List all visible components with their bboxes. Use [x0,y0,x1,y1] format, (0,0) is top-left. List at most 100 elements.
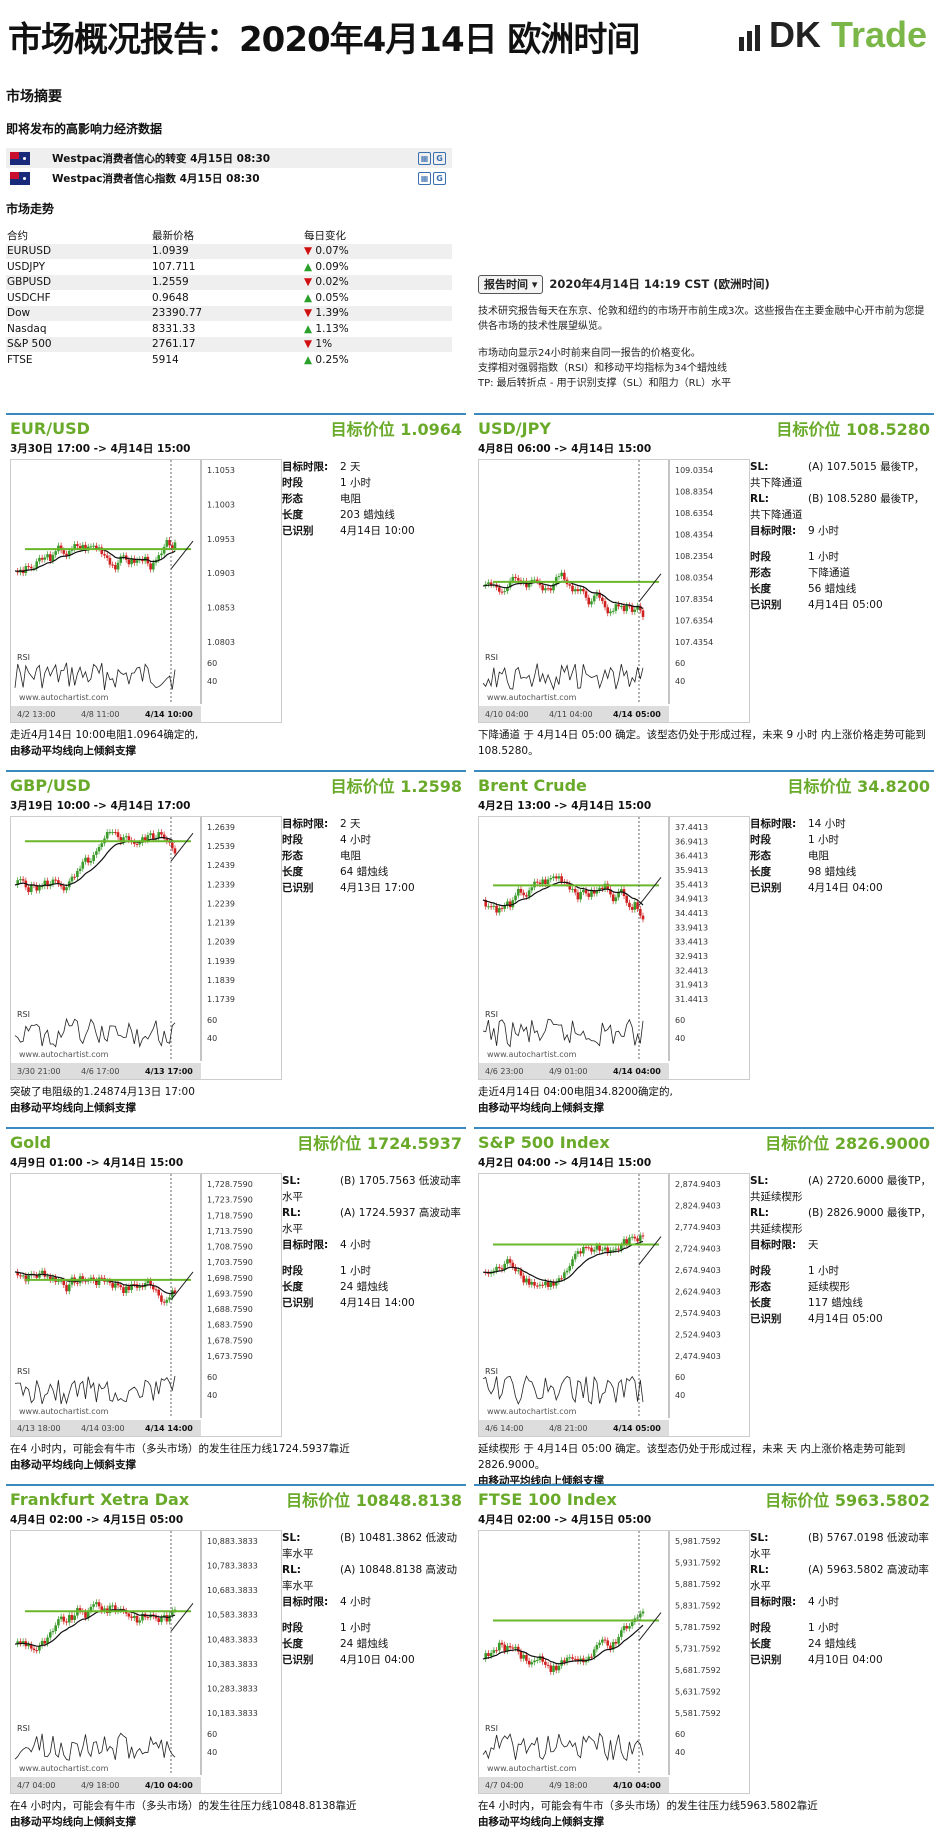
price-chart[interactable]: 1.2639 1.2539 1.2439 1.2339 1.2239 1.2139 1.20… [10,816,282,1080]
event-text: Westpac消费者信心指数 4月15日 08:30 [52,172,260,185]
y-tick-label: 1.2139 [207,919,235,928]
dk-trade-logo[interactable]: DK Trade [738,14,927,56]
google-calendar-icon[interactable]: G [433,171,446,185]
instrument-name[interactable]: Gold [10,1132,52,1152]
rsi-tick-label: 60 [675,1730,685,1739]
forecast-arrow [638,1236,662,1265]
rsi-tick-label: 60 [207,1730,217,1739]
info-line: 时段 1 小时 [750,1622,840,1634]
instrument-name[interactable]: GBP/USD [10,775,91,795]
rsi-line [14,662,176,690]
y-tick-label: 10,583.3833 [207,1611,258,1620]
panel-summary: 在4 小时内，可能会有牛市（多头市场）的发生往压力线5963.5802靠近 由移动… [478,1800,818,1828]
chart-svg: 1,728.7590 1,723.7590 1,718.7590 1,713.7590… [11,1174,253,1436]
x-tick-label: 4/14 05:00 [613,710,661,719]
y-tick-label: 2,674.9403 [675,1266,721,1275]
x-axis-band [479,1420,669,1436]
y-tick-label: 1,693.7590 [207,1289,253,1298]
price-chart[interactable]: 1,728.7590 1,723.7590 1,718.7590 1,713.7590… [10,1173,282,1437]
up-arrow-icon: ▲ [304,322,313,335]
y-tick-label: 1.0903 [207,569,235,578]
x-tick-label: 4/11 04:00 [549,710,593,719]
y-tick-label: 37.4413 [675,823,708,832]
x-tick-label: 4/6 14:00 [485,1424,523,1433]
col-contract: 合约 [7,230,28,243]
rsi-tick-label: 40 [675,1034,685,1043]
rsi-tick-label: 40 [207,1748,217,1757]
report-desc-4: TP: 最后转折点 - 用于识别支撑（SL）和阻力（RL）水平 [478,378,732,389]
instrument-name[interactable]: S&P 500 Index [478,1132,610,1152]
price-chart[interactable]: 109.0354 108.8354 108.6354 108.4354 108.2354… [478,459,750,723]
y-tick-label: 5,981.7592 [675,1537,721,1546]
instrument-panel: EUR/USD 目标价位 1.0964 3月30日 17:00 -> 4月14日 1… [6,413,466,773]
google-calendar-icon[interactable]: G [433,151,446,165]
instrument-panel: Frankfurt Xetra Dax 目标价位 10848.8138 4月4日 0… [6,1484,466,1844]
target-price: 目标价位 1.2598 [330,777,462,796]
down-arrow-icon: ▼ [304,338,313,351]
instrument-name[interactable]: Brent Crude [478,775,587,795]
y-tick-label: 31.4413 [675,995,708,1004]
report-desc-1: 技术研究报告每天在东京、伦敦和纽约的市场开市前生成3次。这些报告在主要金融中心开… [478,306,925,332]
down-arrow-icon: ▼ [304,307,313,320]
forecast-arrow [170,1602,194,1632]
rsi-line [482,1732,644,1762]
forecast-arrow [638,877,662,906]
x-tick-label: 4/6 17:00 [81,1067,119,1076]
rsi-line [14,1732,176,1761]
rsi-label: RSI [485,1367,498,1376]
y-tick-label: 108.4354 [675,531,713,540]
y-tick-label: 1,723.7590 [207,1196,253,1205]
rsi-tick-label: 60 [675,1016,685,1025]
panel-summary: 走近4月14日 10:00电阻1.0964确定的, 由移动平均线向上倾斜支撑 [10,729,199,757]
y-tick-label: 1.2539 [207,842,235,851]
calendar-icon[interactable]: ▦ [418,151,431,165]
y-tick-label: 1.1739 [207,995,235,1004]
info-line: SL: (B) 1705.7563 低波动率水平 [282,1175,461,1203]
x-tick-label: 4/8 11:00 [81,710,119,719]
y-tick-label: 5,581.7592 [675,1709,721,1718]
info-line: 已识别 4月14日 10:00 [282,525,415,537]
instrument-name[interactable]: Frankfurt Xetra Dax [10,1489,190,1509]
y-tick-label: 10,183.3833 [207,1709,258,1718]
date-range: 4月9日 01:00 -> 4月14日 15:00 [10,1157,184,1169]
forecast-arrow [170,832,194,862]
y-tick-label: 36.4413 [675,852,708,861]
panel-summary: 突破了电阻级的1.24874月13日 17:00 由移动平均线向上倾斜支撑 [10,1086,195,1114]
instrument-name[interactable]: USD/JPY [478,418,551,438]
y-tick-label: 5,731.7592 [675,1645,721,1654]
daily-change: ▲ 0.25% [304,353,349,366]
y-tick-label: 32.4413 [675,966,708,975]
rsi-line [482,1375,644,1405]
price-chart[interactable]: 2,874.9403 2,824.9403 2,774.9403 2,724.9403… [478,1173,750,1437]
daily-change: ▲ 1.13% [304,322,349,335]
y-tick-label: 10,383.3833 [207,1660,258,1669]
y-tick-label: 5,931.7592 [675,1559,721,1568]
market-row: USDJPY 107.711 ▲ 0.09% [6,259,452,275]
instrument-name[interactable]: EUR/USD [10,418,90,438]
instrument-panel: Brent Crude 目标价位 34.8200 4月2日 13:00 -> 4月1… [474,770,934,1130]
price-chart[interactable]: 1.1053 1.1003 1.0953 1.0903 1.0853 1.0803 RSI 6… [10,459,282,723]
y-tick-label: 1.0803 [207,638,235,647]
rsi-label: RSI [17,1724,30,1733]
moving-average-line [14,836,176,887]
instrument-name[interactable]: FTSE 100 Index [478,1489,617,1509]
calendar-icon[interactable]: ▦ [418,171,431,185]
price-chart[interactable]: 37.4413 36.9413 36.4413 35.9413 35.4413 34.94… [478,816,750,1080]
y-tick-label: 1.1939 [207,957,235,966]
x-tick-label: 4/9 18:00 [549,1781,587,1790]
last-price: 2761.17 [152,338,196,351]
price-chart[interactable]: 10,883.3833 10,783.3833 10,683.3833 10,583.… [10,1530,282,1794]
rsi-line [482,663,644,691]
y-tick-label: 1,708.7590 [207,1243,253,1252]
info-line: 时段 1 小时 [282,1265,372,1277]
y-tick-label: 32.9413 [675,952,708,961]
panel-summary: 下降通道 于 4月14日 05:00 确定。该型态仍处于形成过程，未来 9 小时… [478,729,926,757]
down-arrow-icon: ▼ [304,245,313,258]
report-time-dropdown[interactable]: 报告时间 ▾ [478,275,544,294]
rsi-label: RSI [17,653,30,662]
info-line: 长度 117 蜡烛线 [750,1297,863,1309]
last-price: 1.0939 [152,245,189,258]
price-chart[interactable]: 5,981.7592 5,931.7592 5,881.7592 5,831.7592… [478,1530,750,1794]
watermark: www.autochartist.com [19,1764,109,1773]
x-tick-label: 4/6 23:00 [485,1067,523,1076]
